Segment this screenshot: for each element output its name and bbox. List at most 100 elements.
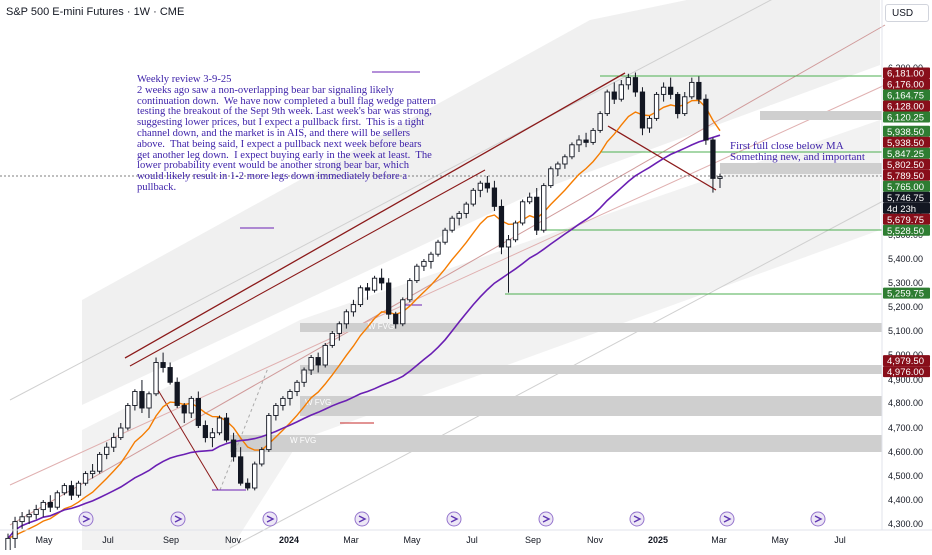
event-arrow — [82, 515, 91, 523]
candle-body — [505, 239, 512, 248]
candle-body — [104, 446, 110, 455]
candle-body — [696, 81, 702, 100]
y-tick-label: 4,600.00 — [888, 447, 923, 457]
candle-body — [653, 93, 660, 119]
candle-body — [287, 391, 293, 399]
candle-body — [26, 513, 32, 518]
price-tag-label: 5,938.50 — [887, 138, 924, 149]
candle — [322, 343, 328, 368]
y-tick-label: 4,700.00 — [888, 423, 923, 433]
candle-body — [604, 91, 610, 115]
candle — [230, 432, 237, 462]
event-circle — [719, 511, 735, 527]
candle-body — [153, 362, 159, 395]
candle-body — [583, 139, 589, 143]
candle-body — [414, 265, 420, 282]
candle — [12, 516, 18, 548]
x-tick-label: Nov — [587, 535, 604, 545]
candle-body — [421, 260, 427, 267]
candle — [343, 309, 350, 329]
candle-body — [456, 212, 462, 219]
candle — [40, 500, 46, 517]
x-tick-label: 2024 — [279, 535, 299, 545]
event-circle — [446, 511, 462, 527]
event-marker-icon[interactable] — [354, 511, 370, 527]
trend-line — [607, 125, 717, 191]
candle — [639, 87, 646, 136]
y-tick-label: 4,900.00 — [888, 375, 923, 385]
candle-body — [625, 77, 631, 86]
candle — [428, 251, 434, 269]
event-marker-icon[interactable] — [78, 511, 94, 527]
candle — [541, 183, 547, 233]
candle-body — [230, 439, 237, 458]
y-tick-label: 4,500.00 — [888, 471, 923, 481]
price-tag-box — [883, 169, 930, 181]
candle — [548, 166, 554, 188]
price-tag-label: 5,259.75 — [887, 289, 924, 300]
x-tick-label: May — [35, 535, 53, 545]
price-tag-box — [883, 125, 930, 137]
fvg-label: W FVG — [290, 436, 316, 445]
event-marker-icon[interactable] — [719, 511, 735, 527]
candle-body — [61, 485, 68, 494]
candle — [696, 76, 702, 104]
candle — [625, 73, 631, 90]
candle — [82, 471, 89, 486]
price-tag-box — [883, 147, 930, 159]
candle-body — [167, 367, 173, 383]
candle-body — [245, 482, 251, 489]
y-tick-label: 4,800.00 — [888, 398, 923, 408]
candle — [682, 92, 688, 116]
candle-body — [259, 449, 265, 465]
price-tag-label: 5,765.00 — [887, 182, 924, 193]
candle-body — [132, 391, 138, 406]
candle — [336, 321, 342, 341]
candle-body — [660, 86, 667, 95]
candle — [280, 396, 286, 411]
candle — [421, 259, 427, 271]
moving-averages — [7, 99, 721, 540]
candle — [576, 135, 582, 152]
event-marker-icon[interactable] — [810, 511, 826, 527]
candle — [562, 154, 568, 169]
event-icons[interactable] — [78, 511, 826, 527]
candle — [386, 278, 392, 319]
event-marker-icon[interactable] — [446, 511, 462, 527]
event-arrow — [723, 515, 732, 523]
candle — [632, 72, 639, 97]
event-arrow — [542, 515, 551, 523]
candle-body — [336, 323, 342, 334]
fvg-zone — [300, 396, 882, 416]
candle — [653, 92, 660, 121]
event-marker-icon[interactable] — [170, 511, 186, 527]
candle — [160, 352, 166, 373]
event-marker-icon[interactable] — [629, 511, 645, 527]
candle-body — [125, 405, 131, 429]
candle-body — [40, 501, 46, 511]
ma-note-line2: Something new, and important — [730, 151, 865, 163]
candle-body — [111, 437, 117, 448]
candle — [245, 478, 251, 491]
trend-line — [129, 169, 486, 367]
price-tag-label: 6,120.25 — [887, 113, 924, 124]
event-circle — [354, 511, 370, 527]
candle — [357, 285, 364, 307]
candle — [125, 403, 131, 431]
event-marker-icon[interactable] — [538, 511, 554, 527]
fvg-zone — [300, 365, 882, 374]
candle — [442, 227, 448, 245]
currency-button[interactable]: USD — [885, 4, 929, 22]
event-marker-icon[interactable] — [262, 511, 278, 527]
candle — [19, 512, 25, 529]
candle-body — [562, 156, 568, 165]
candle — [139, 380, 145, 413]
candle-body — [223, 417, 230, 441]
fvg-label: W FVG — [770, 104, 796, 113]
candle — [308, 355, 314, 375]
y-tick-label: 5,400.00 — [888, 254, 923, 264]
event-circle — [629, 511, 645, 527]
price-tag-label: 4d 23h — [887, 204, 916, 215]
